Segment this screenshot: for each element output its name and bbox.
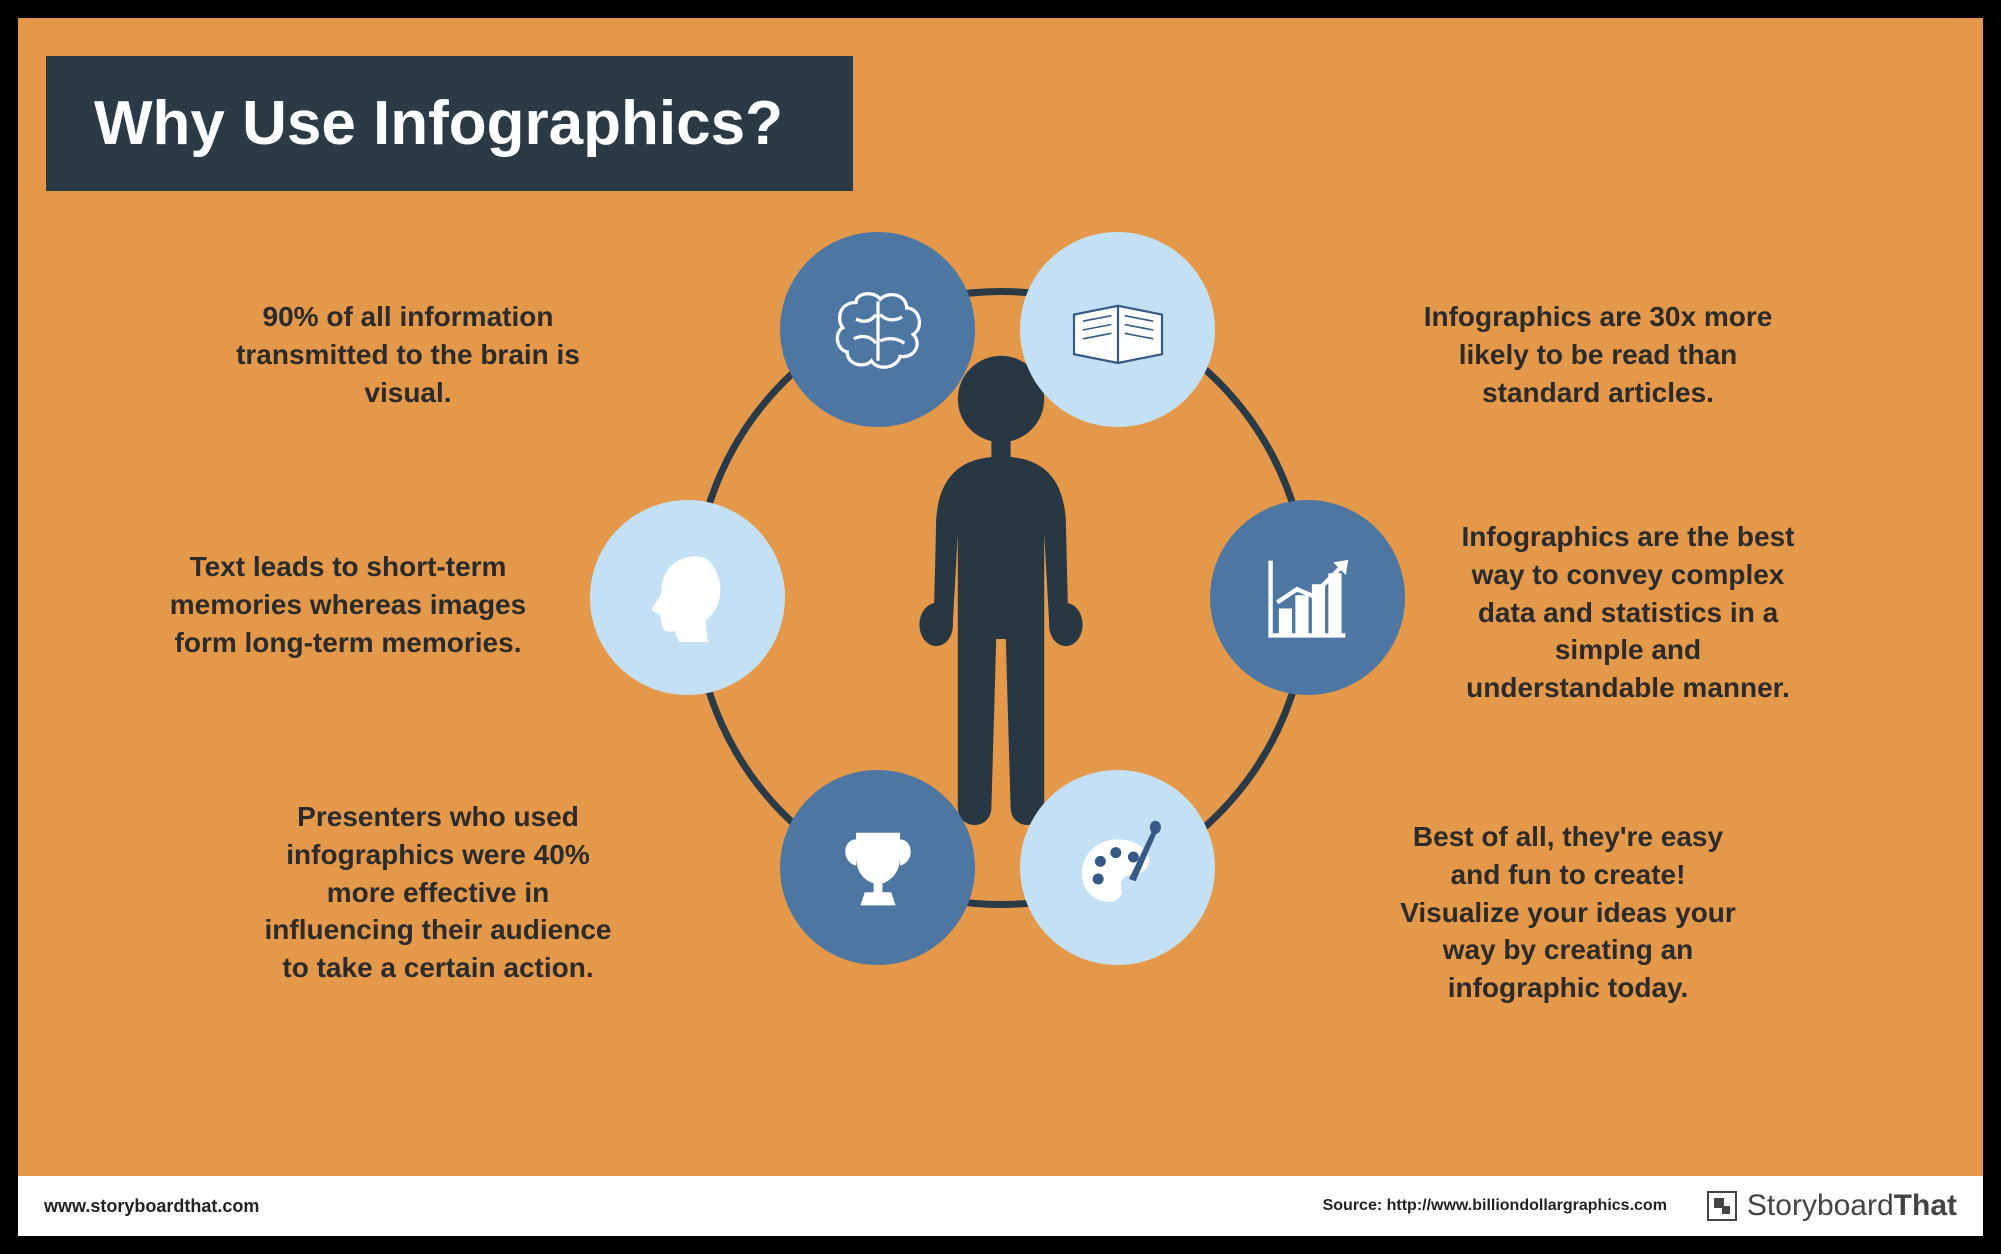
caption-trophy: Presenters who used infographics were 40… xyxy=(258,798,618,987)
brand-bold: That xyxy=(1894,1189,1957,1222)
trophy-icon xyxy=(823,813,933,923)
footer-brand: StoryboardThat xyxy=(1707,1189,1957,1223)
footer-source: Source: http://www.billiondollargraphics… xyxy=(1323,1197,1667,1215)
node-brain xyxy=(780,232,975,427)
head-icon xyxy=(633,543,743,653)
infographic-canvas: Why Use Infographics? 90% of all informa… xyxy=(18,18,1983,1236)
brand-logo-icon xyxy=(1707,1191,1737,1221)
title-bar: Why Use Infographics? xyxy=(46,56,853,191)
brand-prefix: Storyboard xyxy=(1747,1189,1894,1222)
caption-brain: 90% of all information transmitted to th… xyxy=(228,298,588,411)
node-trophy xyxy=(780,770,975,965)
footer-url: www.storyboardthat.com xyxy=(44,1196,259,1217)
book-icon xyxy=(1063,275,1173,385)
caption-chart: Infographics are the best way to convey … xyxy=(1448,518,1808,707)
palette-icon xyxy=(1063,813,1173,923)
caption-head: Text leads to short-term memories wherea… xyxy=(168,548,528,661)
page-title: Why Use Infographics? xyxy=(94,89,783,158)
node-book xyxy=(1020,232,1215,427)
node-chart xyxy=(1210,500,1405,695)
chart-icon xyxy=(1253,543,1363,653)
caption-book: Infographics are 30x more likely to be r… xyxy=(1418,298,1778,411)
footer-bar: www.storyboardthat.com Source: http://ww… xyxy=(18,1176,1983,1236)
caption-palette: Best of all, they're easy and fun to cre… xyxy=(1388,818,1748,1007)
node-palette xyxy=(1020,770,1215,965)
brain-icon xyxy=(823,275,933,385)
node-head xyxy=(590,500,785,695)
